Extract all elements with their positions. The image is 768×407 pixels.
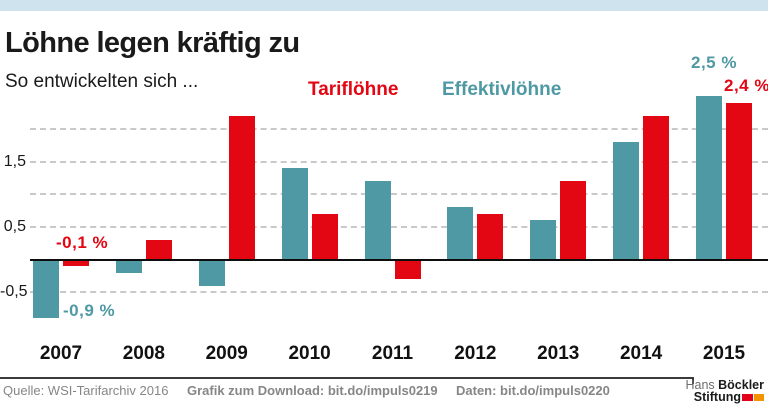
bar-effektivloehne-2010 (281, 168, 308, 260)
bar-tarifloehne-2009 (228, 115, 255, 260)
x-axis-year-label: 2015 (702, 343, 746, 364)
bar-tarifloehne-2014 (643, 115, 670, 260)
top-color-band (0, 0, 768, 11)
data-link-text: Daten: bit.do/impuls0220 (456, 383, 610, 398)
gridline (30, 127, 768, 130)
bar-tarifloehne-2010 (311, 213, 338, 260)
footer-divider-tick (692, 377, 694, 384)
y-axis-tick-label: 0,5 (3, 217, 26, 235)
logo-line1: Hans Böckler (685, 378, 764, 392)
value-annotation: -0,9 % (63, 301, 116, 320)
x-axis-year-label: 2014 (619, 343, 663, 364)
x-axis-year-label: 2008 (122, 343, 166, 364)
bar-tarifloehne-2015 (726, 102, 752, 260)
y-axis-tick-label: 1,5 (3, 152, 26, 170)
gridline (30, 193, 768, 196)
x-axis-year-label: 2012 (454, 343, 497, 364)
bar-tarifloehne-2007 (63, 259, 89, 267)
logo-boeckler: Böckler (718, 378, 764, 392)
bar-tarifloehne-2011 (394, 259, 421, 280)
y-axis-tick-label: -0,5 (0, 283, 28, 301)
x-axis-year-label: 2011 (371, 343, 414, 364)
x-axis-year-label: 2010 (288, 343, 331, 364)
bar-effektivloehne-2014 (613, 141, 640, 260)
zero-axis-line (30, 258, 768, 261)
x-axis-year-label: 2009 (205, 343, 248, 364)
logo-stiftung: Stiftung (693, 389, 741, 404)
bar-effektivloehne-2009 (198, 259, 225, 286)
bar-effektivloehne-2008 (115, 259, 142, 273)
gridline (30, 291, 768, 294)
bar-effektivloehne-2007 (33, 259, 59, 319)
bar-effektivloehne-2013 (530, 220, 557, 260)
page-subtitle: So entwickelten sich ... (5, 71, 199, 92)
bar-tarifloehne-2008 (145, 239, 172, 260)
logo-hans: Hans (685, 378, 715, 392)
hans-boeckler-stiftung-logo: Hans Böckler Stiftung (685, 378, 764, 404)
value-annotation: -0,1 % (56, 233, 109, 252)
bar-effektivloehne-2012 (447, 207, 474, 260)
logo-orange-block-icon (754, 393, 764, 401)
bar-tarifloehne-2012 (477, 213, 504, 260)
x-axis-year-label: 2013 (537, 343, 580, 364)
logo-line2: Stiftung (685, 389, 764, 404)
legend-tarifloehne: Tariflöhne (308, 79, 399, 100)
value-annotation: 2,4 % (724, 76, 768, 95)
page-title: Löhne legen kräftig zu (5, 27, 300, 59)
source-text: Quelle: WSI-Tarifarchiv 2016 (3, 383, 169, 398)
bar-effektivloehne-2011 (364, 181, 391, 260)
x-axis-year-label: 2007 (39, 343, 83, 364)
value-annotation: 2,5 % (691, 53, 737, 72)
download-link-text: Grafik zum Download: bit.do/impuls0219 (187, 383, 438, 398)
logo-red-block-icon (742, 393, 753, 401)
footer-divider (0, 377, 693, 379)
bar-tarifloehne-2013 (560, 181, 587, 260)
gridline (30, 160, 768, 163)
legend-effektivloehne: Effektivlöhne (442, 79, 562, 100)
gridline (30, 225, 768, 228)
bar-effektivloehne-2015 (696, 96, 722, 260)
